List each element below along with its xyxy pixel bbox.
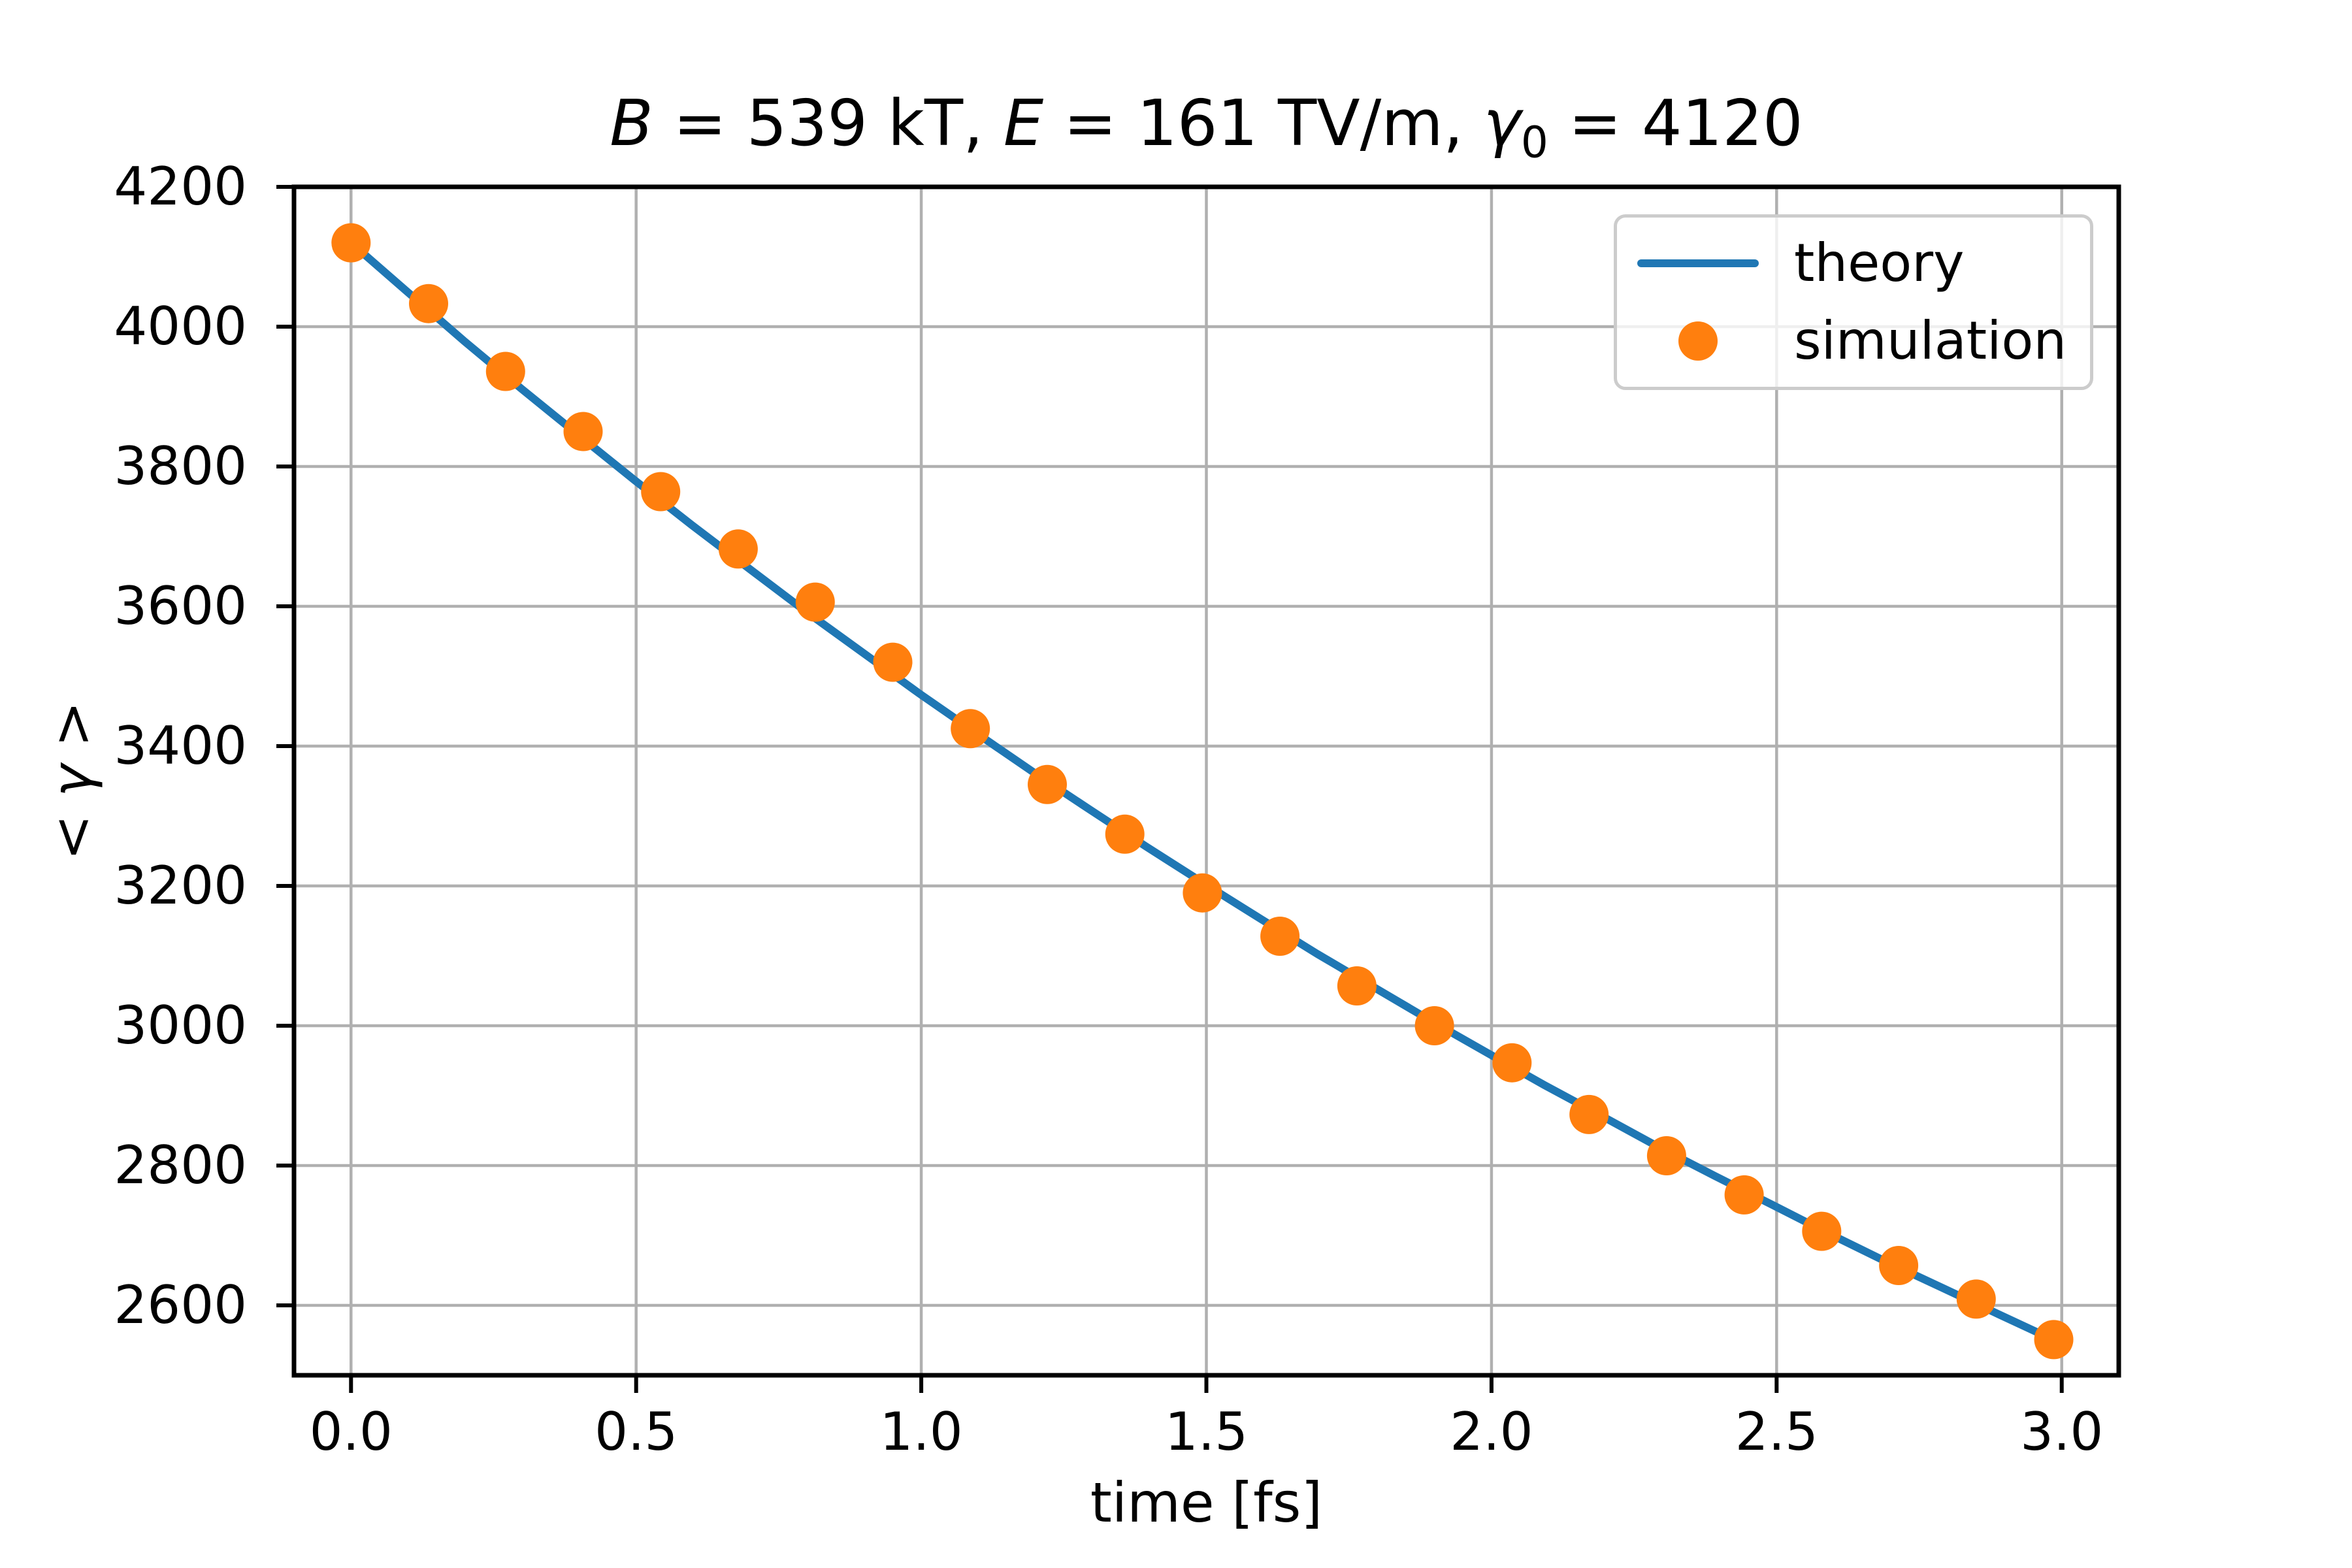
simulation-point xyxy=(485,351,525,391)
legend-label-theory: theory xyxy=(1794,232,1965,293)
y-tick-label: 4000 xyxy=(114,296,247,357)
y-tick-label: 3200 xyxy=(114,855,247,916)
text-segment: E xyxy=(1003,86,1044,160)
x-tick-label: 1.5 xyxy=(1164,1401,1249,1462)
y-tick-label: 3600 xyxy=(114,576,247,636)
simulation-point xyxy=(795,582,835,622)
simulation-point xyxy=(1569,1094,1609,1134)
x-tick-label: 2.5 xyxy=(1735,1401,1818,1462)
data-series xyxy=(331,223,2074,1360)
x-tick-label: 3.0 xyxy=(2020,1401,2104,1462)
y-tick-label: 3800 xyxy=(114,436,247,497)
chart-title: B = 539 kT, E = 161 TV/m, γ0 = 4120 xyxy=(294,90,2119,168)
legend-item-simulation: simulation xyxy=(1617,302,2090,381)
text-segment: = 539 kT, xyxy=(653,86,1004,160)
simulation-point xyxy=(409,284,448,323)
x-axis-label: time [fs] xyxy=(1090,1471,1323,1535)
text-segment: 0 xyxy=(1520,117,1548,168)
legend-handle xyxy=(1631,259,1765,267)
tick-marks xyxy=(276,185,2064,1393)
text-segment: B xyxy=(610,86,653,160)
text-segment: = 4120 xyxy=(1548,86,1803,160)
simulation-point xyxy=(1337,966,1377,1005)
simulation-point xyxy=(563,412,603,451)
x-tick-label: 2.0 xyxy=(1450,1401,1533,1462)
y-tick-label: 4200 xyxy=(114,156,247,217)
simulation-point xyxy=(718,529,758,569)
simulation-point xyxy=(1802,1211,1842,1251)
simulation-point xyxy=(1028,764,1067,804)
simulation-point xyxy=(1956,1279,1996,1319)
theory-line xyxy=(347,238,2060,1345)
simulation-point xyxy=(331,223,371,263)
simulation-point xyxy=(641,472,681,512)
text-segment: < xyxy=(40,796,104,860)
theory-line-swatch xyxy=(1637,259,1759,267)
simulation-point xyxy=(873,642,913,682)
text-segment: = 161 TV/m, xyxy=(1043,86,1484,160)
x-tick-label: 0.0 xyxy=(309,1401,393,1462)
simulation-point xyxy=(1879,1246,1919,1285)
text-segment: γ xyxy=(1483,86,1521,160)
simulation-point xyxy=(1260,917,1300,956)
legend-item-theory: theory xyxy=(1617,224,2090,302)
legend: theory simulation xyxy=(1614,214,2093,390)
y-tick-label: 2800 xyxy=(114,1135,247,1196)
simulation-point xyxy=(1646,1136,1686,1175)
simulation-point xyxy=(2034,1320,2074,1360)
y-tick-label: 2600 xyxy=(114,1275,247,1335)
y-tick-label: 3400 xyxy=(114,715,247,776)
legend-handle xyxy=(1631,321,1765,361)
simulation-point xyxy=(1724,1175,1764,1215)
simulation-dot-swatch xyxy=(1678,321,1718,361)
simulation-point xyxy=(1492,1043,1532,1083)
simulation-point xyxy=(1105,814,1145,854)
y-tick-label: 3000 xyxy=(114,995,247,1056)
simulation-point xyxy=(951,709,990,749)
simulation-point xyxy=(1414,1006,1454,1045)
x-tick-label: 0.5 xyxy=(595,1401,678,1462)
x-tick-label: 1.0 xyxy=(879,1401,963,1462)
simulation-point xyxy=(1183,873,1222,913)
legend-label-simulation: simulation xyxy=(1794,310,2067,372)
